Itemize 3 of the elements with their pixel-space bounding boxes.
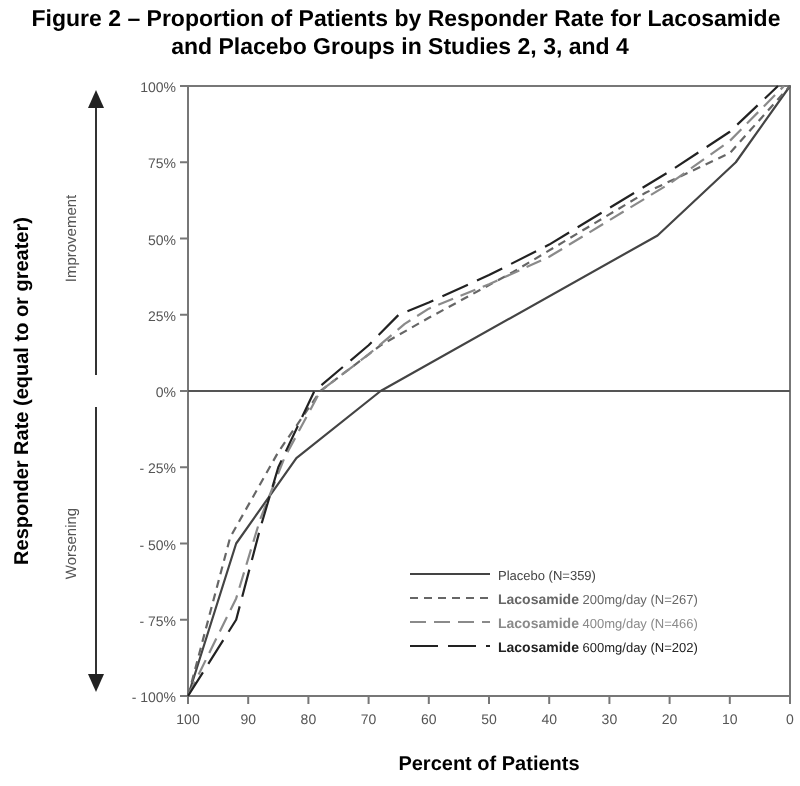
x-axis-title: Percent of Patients (398, 754, 581, 776)
chart-title: Figure 2 – Proportion of Patients by Responder Rate for Lacosamide and Placebo Groups in Studies 2, 3, and 4 (31, 8, 781, 60)
y-axis-title: Responder Rate (equal to or greater) (12, 217, 34, 565)
